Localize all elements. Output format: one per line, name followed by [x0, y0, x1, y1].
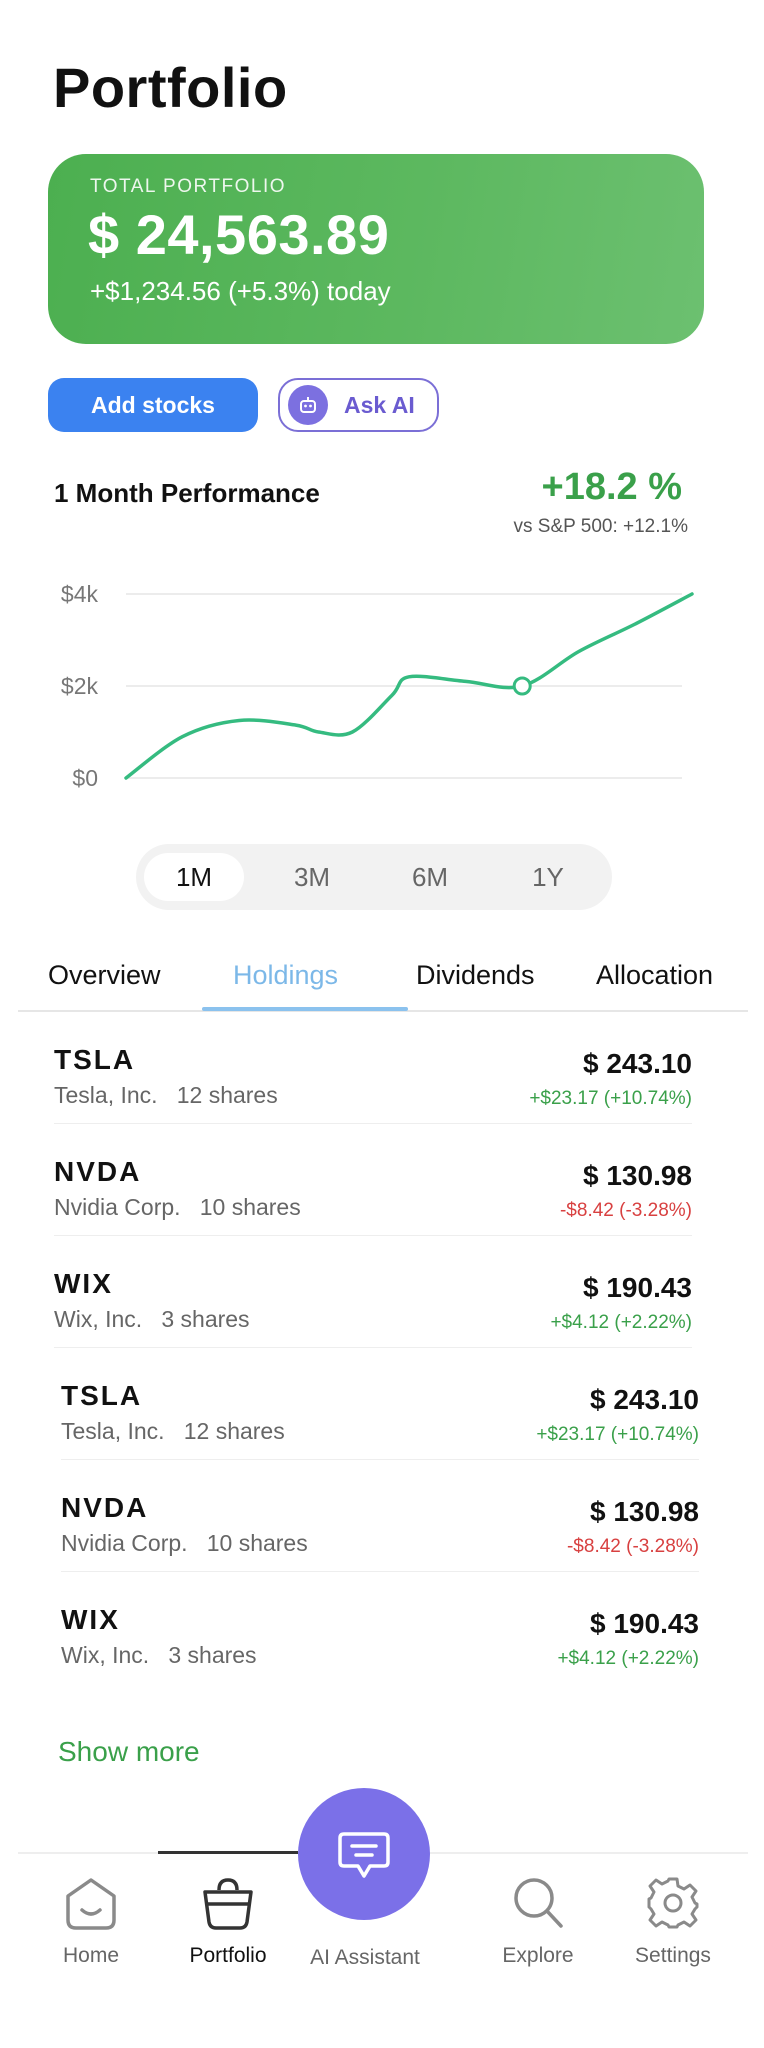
nav-portfolio[interactable]: Portfolio — [163, 1874, 293, 1968]
holding-company: Wix, Inc. — [61, 1642, 150, 1668]
tab-holdings[interactable]: Holdings — [233, 960, 339, 990]
holding-ticker: WIX — [61, 1604, 120, 1635]
portfolio-summary-card: TOTAL PORTFOLIO $ 24,563.89 +$1,234.56 (… — [48, 154, 704, 344]
gear-icon — [647, 1877, 699, 1929]
nav-label: Home — [62, 1944, 120, 1967]
holding-company: Wix, Inc. — [54, 1306, 143, 1332]
holding-ticker: TSLA — [54, 1044, 136, 1075]
y-tick-label: $0 — [72, 765, 98, 791]
holding-detail: Tesla, Inc. 12 shares — [54, 1082, 278, 1109]
show-more-link[interactable]: Show more — [58, 1736, 200, 1767]
holding-row[interactable]: TSLA Tesla, Inc. 12 shares $ 243.10 +$23… — [54, 1012, 692, 1124]
page-title: Portfolio — [53, 56, 288, 119]
nav-settings[interactable]: Settings — [608, 1874, 738, 1968]
robot-icon — [288, 385, 328, 425]
holding-ticker: NVDA — [54, 1156, 142, 1187]
holding-change: +$23.17 (+10.74%) — [536, 1424, 699, 1445]
holding-price: $ 130.98 — [590, 1496, 699, 1527]
holding-detail: Nvidia Corp. 10 shares — [61, 1530, 308, 1557]
holding-shares: 10 shares — [206, 1530, 308, 1556]
range-1y[interactable]: 1Y — [532, 861, 564, 892]
performance-value: +18.2 % — [541, 466, 683, 508]
ask-ai-button[interactable]: Ask AI — [278, 378, 439, 432]
nav-home[interactable]: Home — [26, 1874, 156, 1968]
holding-company: Nvidia Corp. — [61, 1530, 188, 1556]
tab-dividends[interactable]: Dividends — [416, 960, 535, 990]
holding-shares: 3 shares — [168, 1642, 257, 1668]
nav-label: Settings — [635, 1944, 711, 1967]
holding-ticker: TSLA — [61, 1380, 143, 1411]
performance-title: 1 Month Performance — [54, 478, 320, 508]
holding-row[interactable]: NVDA Nvidia Corp. 10 shares $ 130.98 -$8… — [54, 1124, 692, 1236]
holding-change: -$8.42 (-3.28%) — [566, 1536, 699, 1557]
search-icon — [514, 1878, 563, 1928]
holding-detail: Nvidia Corp. 10 shares — [54, 1194, 301, 1221]
holding-row[interactable]: WIX Wix, Inc. 3 shares $ 190.43 +$4.12 (… — [54, 1236, 692, 1348]
holding-row[interactable]: NVDA Nvidia Corp. 10 shares $ 130.98 -$8… — [61, 1460, 699, 1572]
home-icon — [66, 1878, 116, 1930]
nav-active-indicator — [158, 1851, 298, 1854]
highlight-point[interactable] — [512, 676, 532, 696]
ai-assistant-button[interactable] — [298, 1788, 430, 1920]
performance-chart: $0 $2k $4k — [61, 581, 694, 791]
holding-detail: Wix, Inc. 3 shares — [54, 1306, 250, 1333]
total-portfolio-value: $ 24,563.89 — [88, 203, 390, 266]
y-tick-label: $4k — [61, 581, 99, 607]
holding-detail: Tesla, Inc. 12 shares — [61, 1418, 285, 1445]
holding-change: +$4.12 (+2.22%) — [557, 1648, 699, 1669]
holding-detail: Wix, Inc. 3 shares — [61, 1642, 257, 1669]
holding-row[interactable]: WIX Wix, Inc. 3 shares $ 190.43 +$4.12 (… — [61, 1572, 699, 1684]
holding-change: +$23.17 (+10.74%) — [529, 1088, 692, 1109]
total-portfolio-label: TOTAL PORTFOLIO — [90, 176, 286, 197]
nav-label: Explore — [502, 1944, 574, 1967]
bag-icon — [203, 1878, 253, 1930]
time-range-selector: 1M 3M 6M 1Y — [136, 844, 612, 910]
holding-shares: 10 shares — [199, 1194, 301, 1220]
tab-allocation[interactable]: Allocation — [596, 960, 714, 990]
nav-label: Portfolio — [189, 1944, 267, 1967]
add-stocks-button[interactable]: Add stocks — [48, 378, 258, 432]
tab-overview[interactable]: Overview — [48, 960, 161, 990]
holding-row[interactable]: TSLA Tesla, Inc. 12 shares $ 243.10 +$23… — [61, 1348, 699, 1460]
ask-ai-label: Ask AI — [344, 391, 415, 418]
range-3m[interactable]: 3M — [293, 861, 331, 892]
portfolio-tabs: Overview Holdings Dividends Allocation — [18, 946, 748, 1012]
range-6m[interactable]: 6M — [411, 861, 449, 892]
holding-price: $ 190.43 — [590, 1608, 699, 1639]
holding-ticker: WIX — [54, 1268, 113, 1299]
y-tick-label: $2k — [61, 673, 99, 699]
holding-shares: 3 shares — [161, 1306, 250, 1332]
holding-ticker: NVDA — [61, 1492, 149, 1523]
holding-price: $ 243.10 — [583, 1048, 692, 1079]
daily-change: +$1,234.56 (+5.3%) today — [90, 276, 391, 306]
performance-line — [124, 592, 694, 780]
holding-shares: 12 shares — [176, 1082, 278, 1108]
range-1m[interactable]: 1M — [144, 853, 244, 901]
chat-icon — [338, 1832, 390, 1878]
holding-shares: 12 shares — [183, 1418, 285, 1444]
holding-company: Tesla, Inc. — [61, 1418, 165, 1444]
holding-change: -$8.42 (-3.28%) — [559, 1200, 692, 1221]
nav-explore[interactable]: Explore — [473, 1874, 603, 1968]
nav-ai-assistant-label[interactable]: AI Assistant — [310, 1946, 420, 1969]
holding-company: Tesla, Inc. — [54, 1082, 158, 1108]
holding-price: $ 190.43 — [583, 1272, 692, 1303]
holding-price: $ 130.98 — [583, 1160, 692, 1191]
holding-change: +$4.12 (+2.22%) — [550, 1312, 692, 1333]
holding-price: $ 243.10 — [590, 1384, 699, 1415]
performance-benchmark: vs S&P 500: +12.1% — [513, 516, 688, 537]
active-tab-indicator — [202, 1007, 408, 1011]
holding-company: Nvidia Corp. — [54, 1194, 181, 1220]
